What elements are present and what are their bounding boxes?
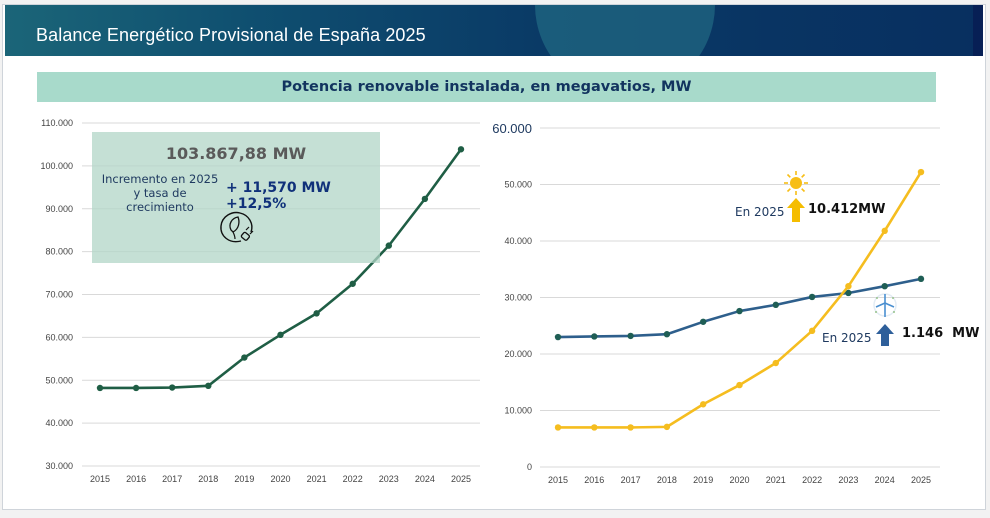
right-data-point (736, 381, 743, 389)
left-data-point (205, 382, 212, 390)
right-data-point (700, 401, 707, 408)
banner-edge (973, 5, 983, 56)
right-data-point (917, 168, 925, 176)
eco-plug-icon (220, 211, 254, 243)
right-data-point (591, 424, 598, 431)
left-data-point (241, 354, 248, 361)
left-ytick-label: 110.000 (41, 118, 73, 128)
total-callout-box: 103.867,88 MW Incremento en 2025 y tasa … (92, 132, 380, 263)
left-data-point (349, 280, 356, 287)
increment-label-line2: y tasa de crecimiento (126, 186, 194, 214)
header-banner: Balance Energético Provisional de España… (5, 5, 983, 56)
right-ytick-label: 30.000 (504, 293, 532, 303)
right-ytick-label: 40.000 (504, 236, 532, 246)
right-data-point (554, 424, 562, 431)
left-xtick-label: 2015 (90, 474, 110, 484)
left-xtick-label: 2019 (234, 474, 254, 484)
right-xtick-label: 2018 (657, 475, 677, 485)
right-ytick-label: 10.000 (504, 406, 532, 416)
left-ytick-label: 40.000 (45, 418, 73, 428)
right-data-point (663, 331, 671, 338)
left-ytick-label: 80.000 (45, 247, 73, 257)
sun-icon (784, 171, 808, 195)
right-xtick-label: 2017 (621, 475, 641, 485)
left-data-point (457, 146, 465, 153)
left-data-point (169, 384, 176, 391)
right-xtick-label: 2019 (693, 475, 713, 485)
right-chart-wind-solar: 0 10.000 20.000 30.000 40.000 50.000 60.000 201… (492, 121, 940, 485)
right-ytick-label: 50.000 (504, 180, 532, 190)
left-data-point (385, 242, 392, 249)
left-xtick-label: 2024 (415, 474, 435, 484)
page-title: Balance Energético Provisional de España… (36, 25, 426, 45)
right-data-point (881, 227, 888, 235)
right-data-point (845, 283, 852, 290)
right-ytick-label: 20.000 (504, 349, 532, 359)
right-data-point (627, 332, 634, 340)
right-data-point (736, 307, 743, 315)
left-xtick-label: 2018 (198, 474, 218, 484)
left-ytick-label: 100.000 (40, 161, 73, 171)
left-data-point (421, 195, 429, 203)
wind-turbine-icon (873, 293, 897, 317)
left-ytick-label: 90.000 (45, 204, 73, 214)
solar-annotation-value: 10.412MW (808, 202, 886, 217)
right-data-point (700, 318, 707, 325)
right-data-point (591, 333, 598, 340)
left-data-point (277, 331, 284, 339)
solar-arrow-up-icon (787, 198, 805, 222)
increment-label: Incremento en 2025 y tasa de crecimiento (100, 172, 220, 214)
left-data-point (96, 384, 104, 392)
right-data-point (663, 423, 671, 431)
wind-arrow-up-icon (876, 324, 894, 346)
left-xtick-label: 2021 (307, 474, 327, 484)
left-chart-total: 30.000 40.000 50.000 60.000 70.000 80.000 90.0… (40, 118, 480, 484)
right-xtick-label: 2021 (766, 475, 786, 485)
total-capacity-value: 103.867,88 MW (165, 144, 307, 163)
left-xtick-label: 2023 (379, 474, 399, 484)
wind-annotation-label: En 2025 (822, 331, 872, 345)
left-ytick-label: 50.000 (45, 375, 73, 385)
left-ytick-label: 60.000 (45, 332, 73, 342)
increment-value: + 11,570 MW +12,5% (226, 180, 331, 212)
left-xtick-label: 2016 (126, 474, 146, 484)
left-xtick-label: 2022 (343, 474, 363, 484)
left-xtick-label: 2025 (451, 474, 471, 484)
right-data-point (845, 289, 852, 297)
wind-annotation-value: 1.146 MW (902, 326, 980, 341)
right-ytick-label: 60.000 (492, 121, 532, 136)
right-data-point (917, 275, 925, 283)
left-xtick-label: 2020 (270, 474, 290, 484)
left-data-point (313, 310, 320, 317)
right-xtick-label: 2022 (802, 475, 822, 485)
right-data-point (772, 301, 779, 309)
left-ytick-label: 70.000 (45, 290, 73, 300)
left-ytick-label: 30.000 (45, 461, 73, 471)
right-xtick-label: 2020 (729, 475, 749, 485)
right-xtick-label: 2023 (838, 475, 858, 485)
left-data-point (132, 384, 140, 392)
right-xtick-label: 2016 (584, 475, 604, 485)
right-data-point (808, 293, 816, 301)
right-data-point (554, 333, 562, 341)
right-data-point (772, 359, 779, 367)
right-ytick-label: 0 (527, 462, 532, 472)
right-data-point (627, 424, 634, 431)
left-xtick-label: 2017 (162, 474, 182, 484)
increment-label-line1: Incremento en 2025 (101, 172, 219, 186)
right-xtick-label: 2024 (875, 475, 895, 485)
right-xtick-label: 2025 (911, 475, 931, 485)
right-data-point (881, 283, 888, 290)
banner-decoration (535, 5, 715, 56)
right-data-point (808, 327, 816, 335)
chart-subtitle: Potencia renovable instalada, en megavat… (37, 72, 936, 102)
right-xtick-label: 2015 (548, 475, 568, 485)
solar-annotation-label: En 2025 (735, 205, 785, 219)
